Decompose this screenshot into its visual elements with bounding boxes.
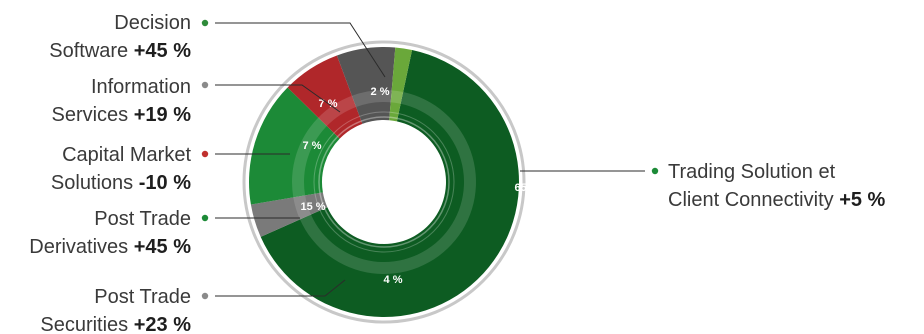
- label-information-line1: Information: [91, 76, 191, 98]
- donut-slices: [242, 40, 526, 324]
- label-securities-line2: Securities +23 %: [40, 314, 191, 334]
- slice-band-decision: [390, 90, 404, 104]
- label-information-name: Services: [51, 104, 133, 126]
- leader-lines: [215, 22, 645, 297]
- label-securities-line1: Post Trade: [94, 286, 191, 308]
- legend-dot-securities: [201, 292, 209, 300]
- leader-line-decision: [215, 22, 386, 78]
- legend-dot-capital: [201, 150, 209, 158]
- slice-band-capital: [318, 95, 357, 127]
- percent-label-capital: 7 %: [303, 140, 322, 152]
- label-information-line2: Services +19 %: [51, 104, 191, 126]
- category-labels: Trading Solution et Client Connectivity +…: [29, 12, 885, 334]
- donut-inner-rings: [292, 90, 476, 274]
- percent-label-derivatives: 15 %: [300, 201, 325, 213]
- label-derivatives-line1: Post Trade: [94, 208, 191, 230]
- slice-capital: [287, 55, 363, 139]
- legend-dot-derivatives: [201, 214, 209, 222]
- slice-band-securities: [293, 195, 311, 220]
- leader-line-securities: [215, 279, 346, 297]
- slice-securities: [250, 192, 328, 237]
- leader-line-information: [215, 84, 341, 113]
- label-derivatives-change: +45 %: [134, 236, 191, 258]
- label-decision-name: Software: [49, 40, 133, 62]
- slice-information: [336, 47, 396, 124]
- percent-label-securities: 4 %: [384, 274, 403, 286]
- label-securities-change: +23 %: [134, 314, 191, 334]
- label-trading-change: +5 %: [839, 189, 885, 211]
- label-capital-line2: Solutions -10 %: [51, 172, 191, 194]
- inner-ring-2: [313, 111, 455, 253]
- legend-dot-decision: [201, 19, 209, 27]
- label-decision-line1: Decision: [114, 12, 191, 34]
- label-information-change: +19 %: [134, 104, 191, 126]
- slice-derivatives: [248, 87, 340, 205]
- legend-dot-trading: [651, 167, 659, 175]
- label-decision-change: +45 %: [134, 40, 191, 62]
- slice-trading: [260, 49, 519, 317]
- donut-outline-ring: [242, 40, 526, 324]
- legend-dot-information: [201, 81, 209, 89]
- percent-label-trading: 65 %: [514, 182, 539, 194]
- label-trading-name: Client Connectivity: [668, 189, 839, 211]
- label-capital-name: Solutions: [51, 172, 139, 194]
- label-capital-line1: Capital Market: [62, 144, 191, 166]
- percent-label-decision: 2 %: [371, 86, 390, 98]
- label-trading-line1: Trading Solution et: [668, 161, 836, 183]
- label-capital-change: -10 %: [139, 172, 191, 194]
- slice-band-information: [351, 90, 392, 108]
- label-derivatives-line2: Derivatives +45 %: [29, 236, 191, 258]
- slice-decision: [389, 47, 413, 122]
- label-decision-line2: Software +45 %: [49, 40, 191, 62]
- inner-ring-1: [318, 116, 450, 248]
- label-derivatives-name: Derivatives: [29, 236, 133, 258]
- label-securities-name: Securities: [40, 314, 133, 334]
- slice-band-derivatives: [292, 117, 327, 198]
- label-trading-line2: Client Connectivity +5 %: [668, 189, 886, 211]
